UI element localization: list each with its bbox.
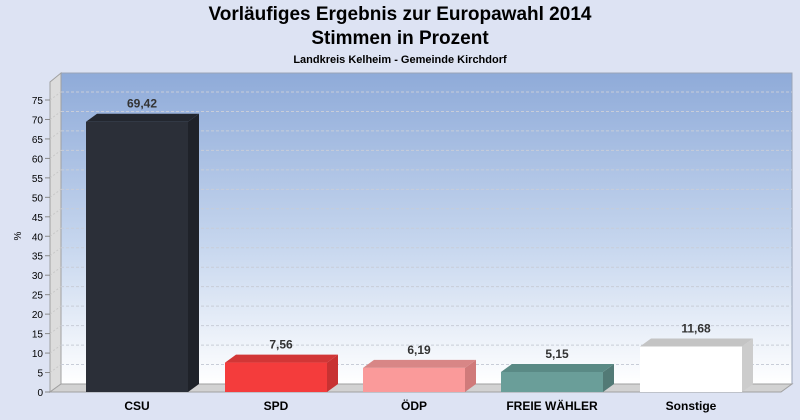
y-tick-label: 10 [32,349,44,360]
bar-top [225,354,338,363]
bar-front [363,367,465,392]
y-tick-label: 75 [32,96,44,107]
bar-top [501,363,614,372]
y-tick-label: 20 [32,310,44,321]
y-tick-label: 70 [32,115,44,126]
bar-side [742,338,753,392]
bar-side [603,363,614,392]
data-label: 69,42 [127,97,157,111]
bar-csu: 69,42 [86,97,199,393]
bar-spd: 7,56 [225,338,338,392]
y-tick-label: 35 [32,252,44,263]
data-label: 11,68 [681,322,711,336]
bar-sonstige: 11,68 [640,322,753,392]
bar-front [501,371,603,392]
bar-side [327,354,338,392]
bar-front [640,346,742,392]
bar-side [465,359,476,392]
bar-ödp: 6,19 [363,343,476,392]
y-tick-label: 30 [32,271,44,282]
x-category-label: SPD [264,399,289,413]
y-tick-label: 40 [32,232,44,243]
y-tick-label: 25 [32,291,44,302]
chart-title: Vorläufiges Ergebnis zur Europawahl 2014 [208,4,592,25]
y-tick-label: 15 [32,330,44,341]
bar-side [188,113,199,393]
y-tick-label: 5 [37,369,43,380]
bar-freie-wähler: 5,15 [501,347,614,392]
bar-top [86,113,199,122]
chart-subtitle: Stimmen in Prozent [311,28,489,49]
bar-top [640,338,753,347]
bar-front [225,362,327,392]
bar-top [363,359,476,368]
x-category-label: FREIE WÄHLER [506,398,598,413]
chart-region-subtitle: Landkreis Kelheim - Gemeinde Kirchdorf [293,54,507,66]
data-label: 7,56 [269,338,293,352]
data-label: 5,15 [545,347,569,361]
y-tick-label: 65 [32,135,44,146]
y-axis-label: % [13,231,24,240]
plot-side-wall [49,71,62,393]
y-tick-label: 0 [37,388,43,399]
y-tick-label: 50 [32,193,44,204]
x-category-label: Sonstige [666,399,717,413]
x-category-label: ÖDP [401,398,427,413]
y-tick-label: 60 [32,154,44,165]
data-label: 6,19 [407,343,431,357]
y-tick-label: 55 [32,174,44,185]
x-category-label: CSU [124,399,149,413]
bar-front [86,121,188,393]
y-tick-label: 45 [32,213,44,224]
